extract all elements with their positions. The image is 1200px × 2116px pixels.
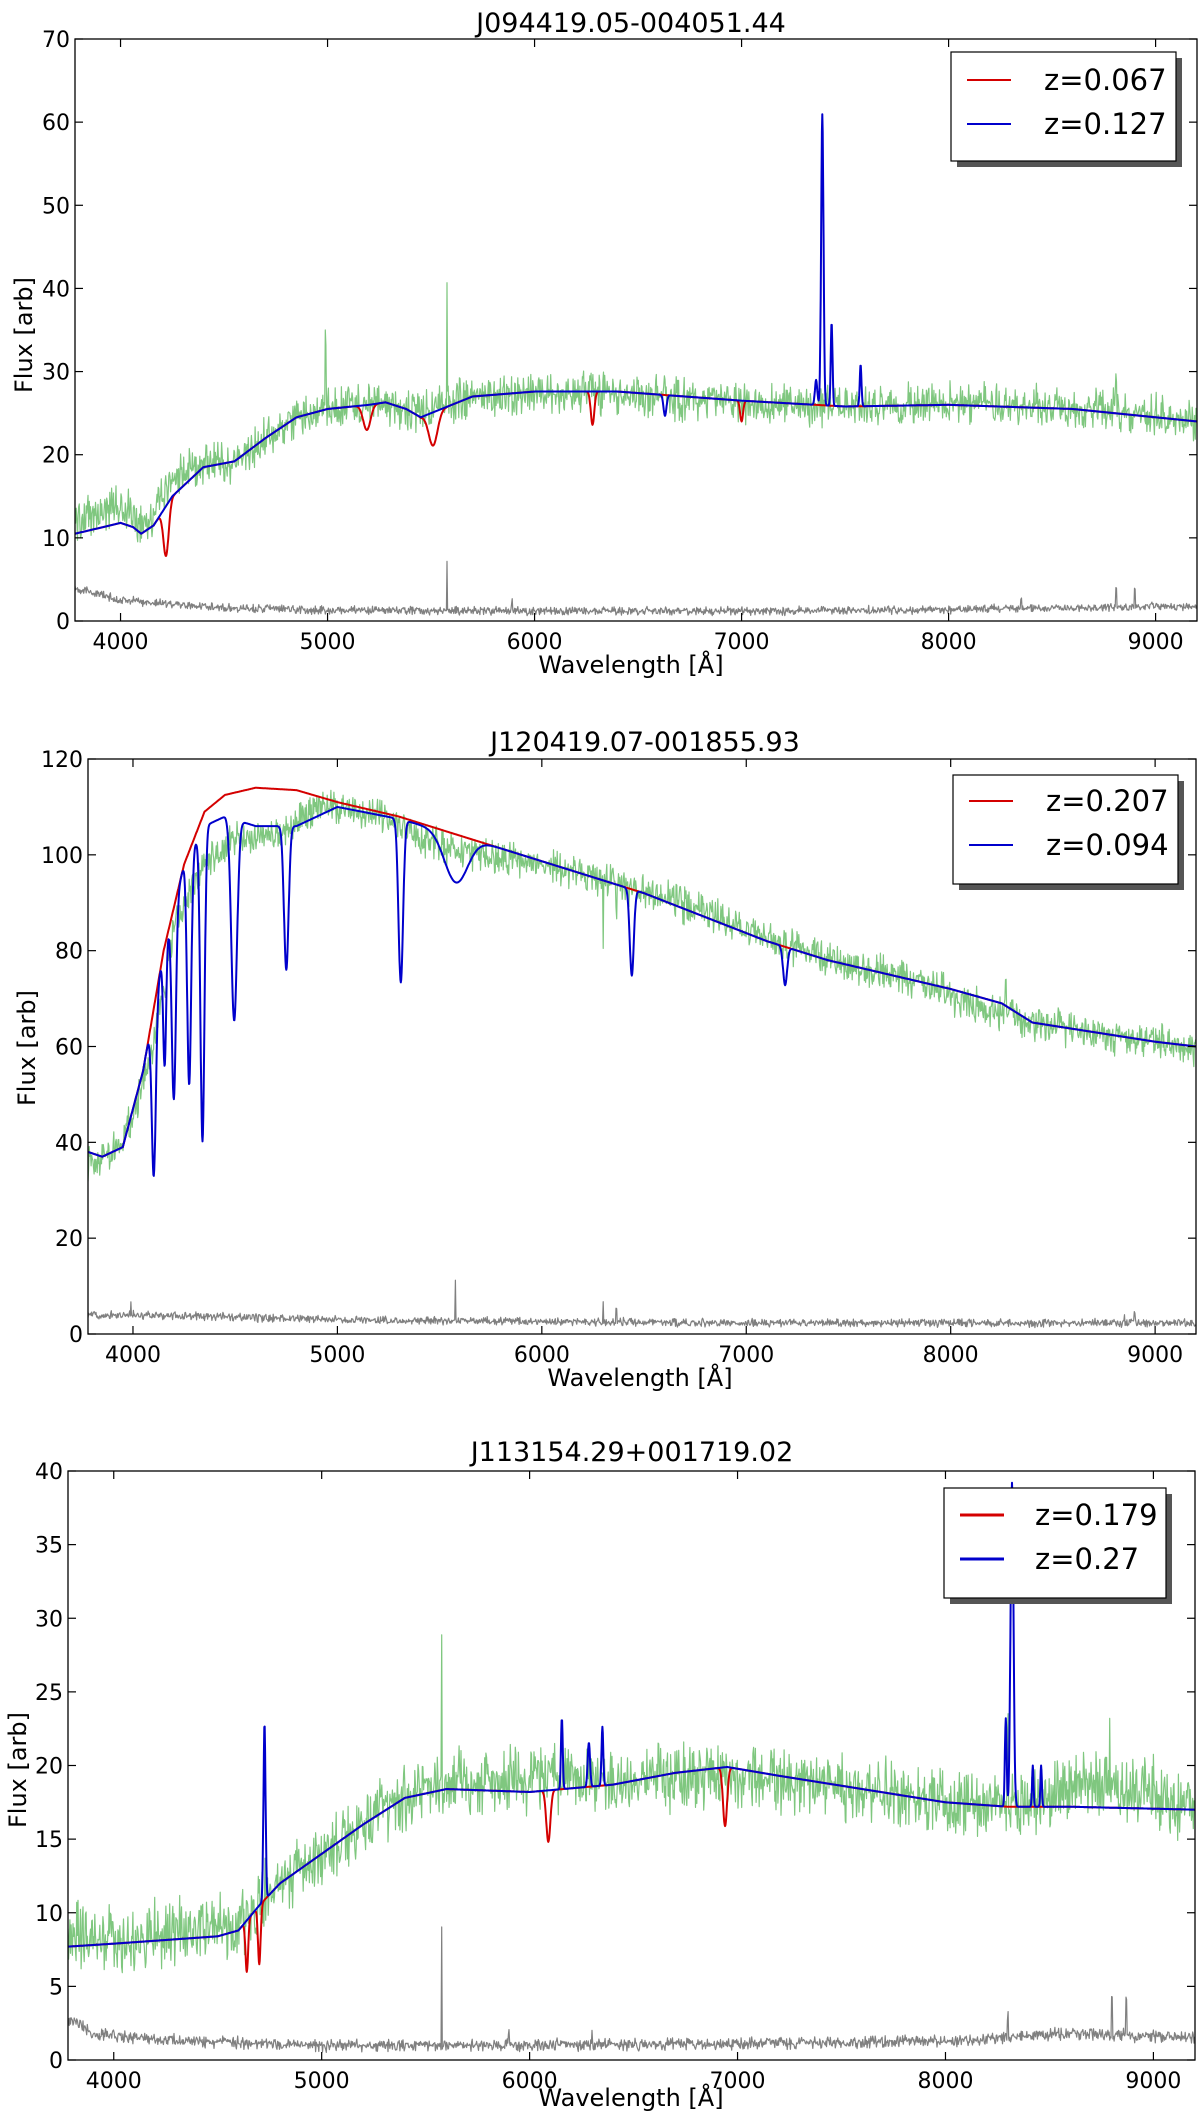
legend: z=0.207 z=0.094 [952, 774, 1184, 890]
y-axis-label: Flux [arb] [4, 1712, 32, 1828]
panel-title: J113154.29+001719.02 [469, 1437, 794, 1468]
y-tick-label: 100 [41, 844, 83, 869]
legend-label-1: z=0.179 [1035, 1498, 1158, 1532]
y-tick-label: 0 [56, 610, 70, 635]
plot-area [68, 1481, 1195, 2053]
y-tick-label: 0 [69, 1323, 83, 1348]
x-tick-label: 4000 [86, 2069, 142, 2094]
x-tick-label: 5000 [309, 1343, 365, 1368]
y-axis-label: Flux [arb] [13, 990, 41, 1106]
y-tick-label: 40 [42, 277, 70, 302]
x-axis-label: Wavelength [Å] [538, 2083, 723, 2112]
y-tick-label: 25 [35, 1681, 63, 1706]
plot-area [88, 786, 1196, 1329]
x-tick-label: 8000 [923, 1343, 979, 1368]
x-tick-label: 4000 [105, 1343, 161, 1368]
x-tick-label: 6000 [514, 1343, 570, 1368]
y-tick-label: 30 [35, 1607, 63, 1632]
y-tick-label: 60 [42, 111, 70, 136]
x-tick-label: 6000 [507, 630, 563, 655]
observed-spectrum-line [68, 1634, 1195, 1974]
legend-frame [943, 1487, 1167, 1599]
x-tick-label: 8000 [921, 630, 977, 655]
y-tick-label: 5 [49, 1975, 63, 2000]
y-tick-label: 10 [42, 527, 70, 552]
x-tick-label: 9000 [1125, 2069, 1181, 2094]
legend-frame [950, 51, 1177, 162]
y-tick-label: 10 [35, 1902, 63, 1927]
error-spectrum-line [75, 560, 1197, 617]
y-tick-label: 35 [35, 1534, 63, 1559]
x-tick-label: 8000 [917, 2069, 973, 2094]
legend-label-2: z=0.094 [1046, 828, 1169, 862]
x-tick-label: 5000 [300, 630, 356, 655]
y-tick-label: 20 [55, 1227, 83, 1252]
spectrum-panel-3: J113154.29+001719.02 Wavelength [Å] Flux… [4, 1437, 1196, 2112]
y-axis-label: Flux [arb] [10, 277, 38, 393]
legend: z=0.179 z=0.27 [943, 1487, 1172, 1604]
template-line-z-0-27 [68, 1481, 1195, 1948]
y-tick-label: 60 [55, 1036, 83, 1061]
template-line-z-0-067 [75, 390, 1197, 557]
spectrum-panel-2: J120419.07-001855.93 Wavelength [Å] Flux… [13, 727, 1197, 1392]
y-tick-label: 15 [35, 1828, 63, 1853]
y-tick-label: 40 [55, 1131, 83, 1156]
y-tick-label: 0 [49, 2049, 63, 2074]
legend: z=0.067 z=0.127 [950, 51, 1182, 167]
panel-title: J120419.07-001855.93 [488, 727, 800, 758]
x-tick-label: 9000 [1128, 630, 1184, 655]
plot-area [75, 113, 1197, 617]
plot-frame [74, 38, 1198, 622]
x-tick-label: 7000 [714, 630, 770, 655]
x-tick-label: 5000 [294, 2069, 350, 2094]
error-spectrum-line [88, 1279, 1196, 1329]
legend-label-2: z=0.27 [1035, 1542, 1139, 1576]
y-tick-label: 80 [55, 940, 83, 965]
x-axis-label: Wavelength [Å] [547, 1363, 732, 1392]
x-tick-label: 4000 [93, 630, 149, 655]
x-axis-label: Wavelength [Å] [538, 650, 723, 679]
y-tick-label: 20 [35, 1755, 63, 1780]
y-tick-label: 20 [42, 444, 70, 469]
y-tick-label: 30 [42, 361, 70, 386]
observed-spectrum-line [75, 282, 1197, 543]
panel-title: J094419.05-004051.44 [474, 8, 786, 39]
legend-frame [952, 774, 1179, 885]
template-line-z-0-127 [75, 113, 1197, 535]
y-tick-label: 120 [41, 748, 83, 773]
x-tick-label: 7000 [710, 2069, 766, 2094]
x-tick-label: 7000 [718, 1343, 774, 1368]
y-tick-label: 40 [35, 1460, 63, 1485]
legend-label-1: z=0.207 [1046, 784, 1169, 818]
legend-label-2: z=0.127 [1044, 107, 1167, 141]
y-tick-label: 70 [42, 28, 70, 53]
error-spectrum-line [68, 1926, 1195, 2053]
x-tick-label: 9000 [1127, 1343, 1183, 1368]
legend-label-1: z=0.067 [1044, 63, 1167, 97]
x-tick-label: 6000 [502, 2069, 558, 2094]
template-line-z-0-094 [88, 805, 1196, 1177]
y-tick-label: 50 [42, 194, 70, 219]
spectrum-panel-1: J094419.05-004051.44 Wavelength [Å] Flux… [10, 8, 1198, 679]
